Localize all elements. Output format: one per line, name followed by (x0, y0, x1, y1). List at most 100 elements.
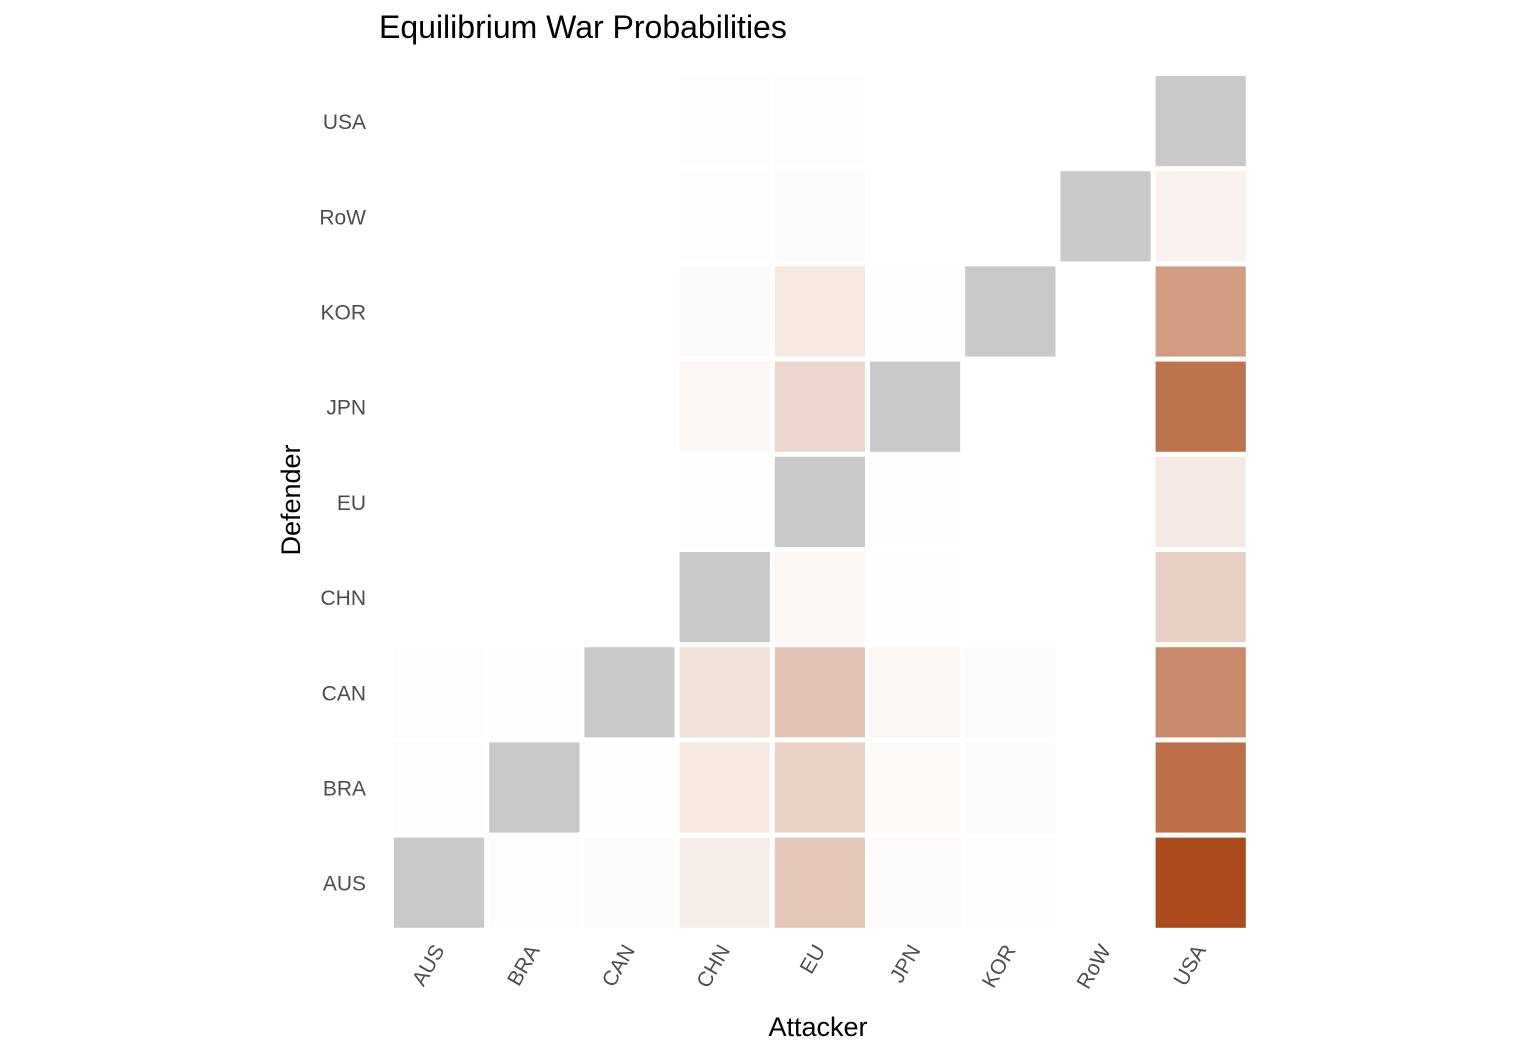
cell-CAN-USA (584, 76, 675, 167)
cell-AUS-KOR (394, 266, 485, 357)
cell-BRA-BRA (489, 742, 580, 833)
cell-BRA-CHN (489, 552, 580, 643)
cell-RoW-AUS (1060, 837, 1151, 928)
cell-BRA-EU (489, 456, 580, 547)
x-tick-label: RoW (1073, 941, 1116, 993)
cell-KOR-JPN (965, 361, 1056, 452)
cell-AUS-CHN (394, 552, 485, 643)
cell-CAN-KOR (584, 266, 675, 357)
cell-CAN-AUS (584, 837, 675, 928)
x-axis-tick-labels: AUS BRA CAN CHN EU JPN KOR RoW USA (408, 941, 1211, 993)
cell-AUS-AUS (394, 837, 485, 928)
cell-CHN-BRA (679, 742, 770, 833)
cell-USA-CAN (1155, 647, 1246, 738)
y-axis-title: Defender (276, 444, 306, 555)
cell-BRA-KOR (489, 266, 580, 357)
cell-JPN-JPN (870, 361, 961, 452)
cell-CAN-CAN (584, 647, 675, 738)
cell-EU-CAN (774, 647, 865, 738)
cell-AUS-RoW (394, 171, 485, 262)
x-axis-title: Attacker (768, 1012, 867, 1042)
cell-CHN-AUS (679, 837, 770, 928)
y-tick-label: CHN (321, 587, 367, 610)
cell-AUS-JPN (394, 361, 485, 452)
cell-RoW-CHN (1060, 552, 1151, 643)
cell-BRA-CAN (489, 647, 580, 738)
cell-EU-JPN (774, 361, 865, 452)
cell-EU-RoW (774, 171, 865, 262)
cell-BRA-JPN (489, 361, 580, 452)
cell-RoW-EU (1060, 456, 1151, 547)
cell-JPN-EU (870, 456, 961, 547)
x-tick-label: CHN (692, 941, 735, 992)
cell-KOR-CAN (965, 647, 1056, 738)
cell-CHN-CHN (679, 552, 770, 643)
cell-CHN-USA (679, 76, 770, 167)
cell-AUS-BRA (394, 742, 485, 833)
x-tick-label: USA (1170, 941, 1212, 990)
cell-CHN-KOR (679, 266, 770, 357)
y-tick-label: JPN (326, 397, 366, 420)
cell-RoW-JPN (1060, 361, 1151, 452)
cell-CHN-CAN (679, 647, 770, 738)
cell-USA-RoW (1155, 171, 1246, 262)
x-tick-label: EU (796, 941, 831, 978)
cell-KOR-KOR (965, 266, 1056, 357)
cell-KOR-USA (965, 76, 1056, 167)
cell-RoW-RoW (1060, 171, 1151, 262)
cell-JPN-BRA (870, 742, 961, 833)
cell-EU-AUS (774, 837, 865, 928)
cell-USA-KOR (1155, 266, 1246, 357)
cell-CAN-BRA (584, 742, 675, 833)
y-tick-label: CAN (322, 682, 366, 705)
cell-CHN-JPN (679, 361, 770, 452)
cell-USA-EU (1155, 456, 1246, 547)
x-tick-label: BRA (503, 941, 545, 990)
cell-AUS-CAN (394, 647, 485, 738)
cell-JPN-USA (870, 76, 961, 167)
cell-AUS-USA (394, 76, 485, 167)
cell-KOR-RoW (965, 171, 1056, 262)
cell-JPN-RoW (870, 171, 961, 262)
cell-USA-JPN (1155, 361, 1246, 452)
cell-EU-KOR (774, 266, 865, 357)
cell-RoW-BRA (1060, 742, 1151, 833)
cell-USA-CHN (1155, 552, 1246, 643)
cell-CAN-JPN (584, 361, 675, 452)
cell-RoW-KOR (1060, 266, 1151, 357)
y-tick-label: BRA (323, 778, 366, 801)
y-tick-label: AUS (323, 873, 366, 896)
cell-KOR-CHN (965, 552, 1056, 643)
cell-AUS-EU (394, 456, 485, 547)
cell-KOR-AUS (965, 837, 1056, 928)
y-tick-label: USA (323, 111, 366, 134)
heatmap-cells (394, 76, 1246, 928)
cell-EU-BRA (774, 742, 865, 833)
y-tick-label: RoW (319, 206, 366, 229)
y-axis-tick-labels: AUS BRA CAN CHN EU JPN KOR RoW USA (319, 111, 366, 896)
cell-BRA-RoW (489, 171, 580, 262)
cell-EU-EU (774, 456, 865, 547)
cell-RoW-USA (1060, 76, 1151, 167)
cell-KOR-EU (965, 456, 1056, 547)
cell-CHN-RoW (679, 171, 770, 262)
x-tick-label: KOR (978, 941, 1021, 992)
cell-CAN-RoW (584, 171, 675, 262)
y-tick-label: EU (337, 492, 366, 515)
cell-CAN-EU (584, 456, 675, 547)
x-tick-label: AUS (408, 941, 450, 990)
cell-JPN-AUS (870, 837, 961, 928)
cell-KOR-BRA (965, 742, 1056, 833)
cell-USA-BRA (1155, 742, 1246, 833)
cell-BRA-USA (489, 76, 580, 167)
cell-EU-USA (774, 76, 865, 167)
cell-JPN-CAN (870, 647, 961, 738)
x-tick-label: CAN (598, 941, 640, 991)
cell-CHN-EU (679, 456, 770, 547)
y-tick-label: KOR (320, 302, 366, 325)
x-tick-label: JPN (886, 941, 926, 987)
cell-USA-AUS (1155, 837, 1246, 928)
cell-JPN-CHN (870, 552, 961, 643)
cell-USA-USA (1155, 76, 1246, 167)
